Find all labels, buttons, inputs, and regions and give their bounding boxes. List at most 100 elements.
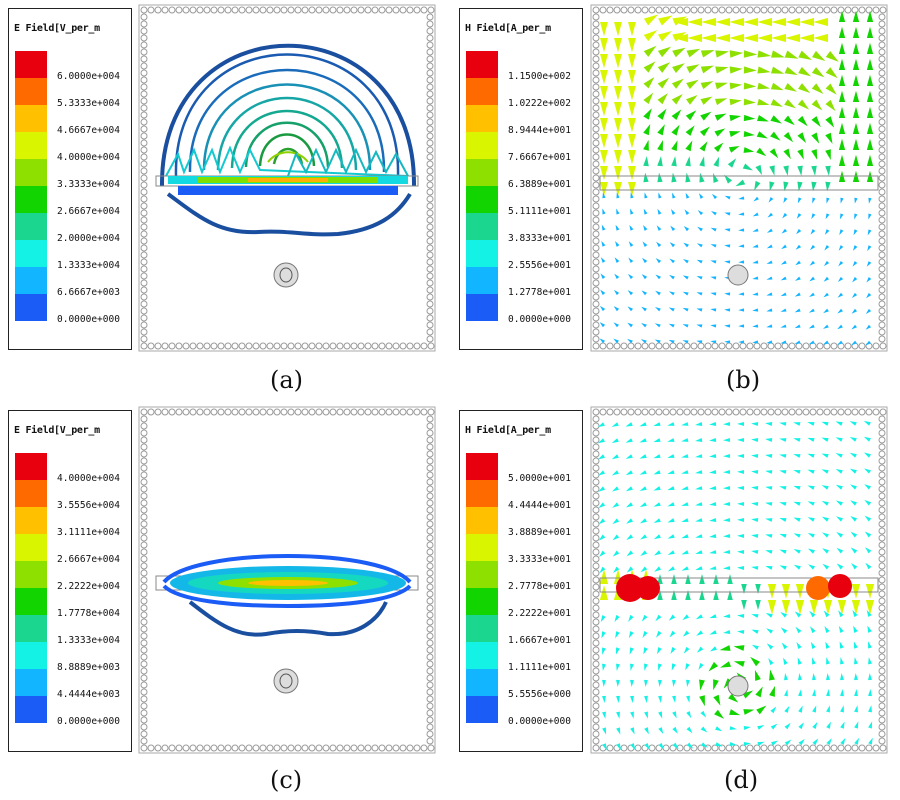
colorbar-swatch xyxy=(466,213,498,240)
legend-label: 2.7778e+001 xyxy=(508,581,571,592)
caption-b: (b) xyxy=(726,366,761,394)
legend-label: 0.0000e+000 xyxy=(508,716,571,727)
legend-label: 4.6667e+004 xyxy=(57,125,120,136)
legend-label: 6.3889e+001 xyxy=(508,179,571,190)
legend-a: E Field[V_per_m 6.0000e+004 5.3333e+004 … xyxy=(8,8,132,350)
legend-label: 7.6667e+001 xyxy=(508,152,571,163)
caption-c: (c) xyxy=(270,766,303,794)
legend-label: 2.6667e+004 xyxy=(57,554,120,565)
legend-label: 3.8333e+001 xyxy=(508,233,571,244)
legend-label: 0.0000e+000 xyxy=(57,314,120,325)
legend-label: 5.3333e+004 xyxy=(57,98,120,109)
legend-title-c: E Field[V_per_m xyxy=(14,425,100,436)
legend-c: E Field[V_per_m 4.0000e+004 3.5556e+004 … xyxy=(8,410,132,752)
colorbar-swatch xyxy=(466,240,498,267)
legend-title-d: H Field[A_per_m xyxy=(465,425,551,436)
legend-label: 1.2778e+001 xyxy=(508,287,571,298)
field-plot-d xyxy=(590,406,888,754)
colorbar-swatch xyxy=(15,534,47,561)
legend-label: 5.5556e+000 xyxy=(508,689,571,700)
colorbar-swatch xyxy=(15,642,47,669)
colorbar-swatch xyxy=(466,615,498,642)
legend-label: 1.0222e+002 xyxy=(508,98,571,109)
legend-label: 2.2222e+004 xyxy=(57,581,120,592)
legend-label: 1.1500e+002 xyxy=(508,71,571,82)
caption-a: (a) xyxy=(270,366,304,394)
legend-label: 1.3333e+004 xyxy=(57,635,120,646)
field-plot-b xyxy=(590,4,888,352)
legend-title-b: H Field[A_per_m xyxy=(465,23,551,34)
colorbar-swatch xyxy=(466,453,498,480)
colorbar-swatch xyxy=(15,51,47,78)
colorbar-b xyxy=(466,51,498,321)
legend-label: 1.1111e+001 xyxy=(508,662,571,673)
legend-label: 2.6667e+004 xyxy=(57,206,120,217)
colorbar-swatch xyxy=(466,186,498,213)
colorbar-swatch xyxy=(466,588,498,615)
legend-label: 1.6667e+001 xyxy=(508,635,571,646)
e-field-contours xyxy=(155,43,419,288)
colorbar-swatch xyxy=(15,480,47,507)
colorbar-swatch xyxy=(15,186,47,213)
colorbar-swatch xyxy=(466,480,498,507)
field-plot-a xyxy=(138,4,436,352)
legend-label: 4.4444e+001 xyxy=(508,500,571,511)
caption-d: (d) xyxy=(724,766,759,794)
legend-label: 0.0000e+000 xyxy=(57,716,120,727)
legend-label: 3.8889e+001 xyxy=(508,527,571,538)
legend-label: 4.0000e+004 xyxy=(57,152,120,163)
legend-label: 2.5556e+001 xyxy=(508,260,571,271)
colorbar-swatch xyxy=(15,588,47,615)
colorbar-c xyxy=(15,453,47,723)
plot-frame xyxy=(138,4,436,352)
colorbar-swatch xyxy=(15,615,47,642)
colorbar-swatch xyxy=(466,507,498,534)
colorbar-swatch xyxy=(466,159,498,186)
legend-label: 2.2222e+001 xyxy=(508,608,571,619)
legend-title-a: E Field[V_per_m xyxy=(14,23,100,34)
colorbar-swatch xyxy=(466,534,498,561)
colorbar-swatch xyxy=(466,267,498,294)
legend-label: 8.9444e+001 xyxy=(508,125,571,136)
h-field-vectors xyxy=(599,10,879,346)
legend-label: 4.0000e+004 xyxy=(57,473,120,484)
legend-label: 0.0000e+000 xyxy=(508,314,571,325)
colorbar-swatch xyxy=(15,213,47,240)
h-field-vectors xyxy=(597,420,879,751)
colorbar-swatch xyxy=(15,669,47,696)
colorbar-a xyxy=(15,51,47,321)
plot-frame xyxy=(590,406,888,754)
colorbar-d xyxy=(466,453,498,723)
legend-label: 5.1111e+001 xyxy=(508,206,571,217)
plot-frame xyxy=(138,406,436,754)
colorbar-swatch xyxy=(466,696,498,723)
colorbar-swatch xyxy=(466,105,498,132)
colorbar-swatch xyxy=(15,159,47,186)
colorbar-swatch xyxy=(466,561,498,588)
colorbar-swatch xyxy=(15,132,47,159)
legend-label: 3.5556e+004 xyxy=(57,500,120,511)
field-plot-c xyxy=(138,406,436,754)
plot-frame xyxy=(590,4,888,352)
legend-label: 1.3333e+004 xyxy=(57,260,120,271)
legend-label: 1.7778e+004 xyxy=(57,608,120,619)
colorbar-swatch xyxy=(15,105,47,132)
colorbar-swatch xyxy=(15,696,47,723)
legend-label: 3.3333e+001 xyxy=(508,554,571,565)
colorbar-swatch xyxy=(15,78,47,105)
colorbar-swatch xyxy=(15,294,47,321)
colorbar-swatch xyxy=(15,453,47,480)
colorbar-swatch xyxy=(15,267,47,294)
legend-b: H Field[A_per_m 1.1500e+002 1.0222e+002 … xyxy=(459,8,583,350)
legend-d: H Field[A_per_m 5.0000e+001 4.4444e+001 … xyxy=(459,410,583,752)
colorbar-swatch xyxy=(466,51,498,78)
colorbar-swatch xyxy=(466,78,498,105)
colorbar-swatch xyxy=(466,642,498,669)
legend-label: 4.4444e+003 xyxy=(57,689,120,700)
colorbar-swatch xyxy=(466,132,498,159)
colorbar-swatch xyxy=(15,240,47,267)
legend-label: 3.1111e+004 xyxy=(57,527,120,538)
legend-label: 6.0000e+004 xyxy=(57,71,120,82)
colorbar-swatch xyxy=(15,507,47,534)
colorbar-swatch xyxy=(15,561,47,588)
